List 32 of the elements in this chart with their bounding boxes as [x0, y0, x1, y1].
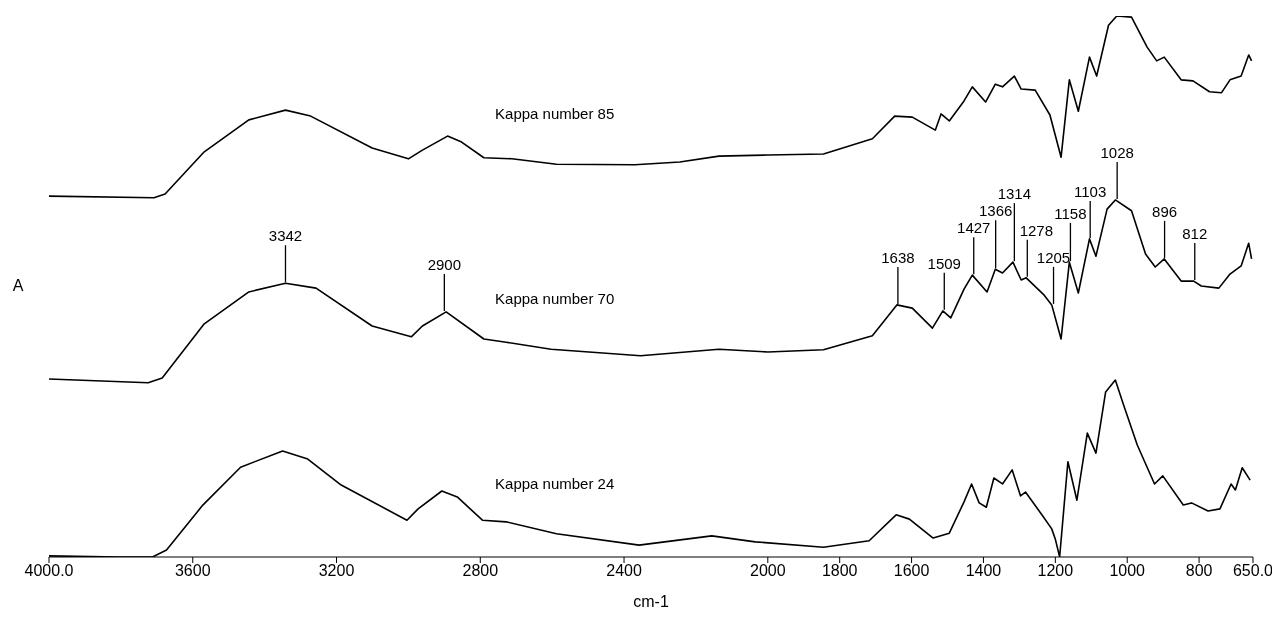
x-tick-label: 4000.0 [24, 562, 74, 580]
annotation: 1158 [1054, 204, 1087, 222]
annotation: 1427 [957, 219, 991, 237]
x-tick-label: 2000 [750, 562, 786, 580]
x-tick-label: 1600 [893, 562, 930, 580]
annotation: 2900 [427, 255, 462, 273]
x-tick-label: 650.0 [1232, 562, 1274, 580]
annotation: 1278 [1019, 221, 1054, 239]
x-tick-label: 2400 [606, 562, 642, 580]
x-tick-label: 1200 [1037, 562, 1074, 580]
annotation: 1366 [978, 202, 1013, 220]
annotation: 3342 [268, 227, 303, 245]
annotation: 812 [1182, 225, 1208, 243]
x-tick-label: 1400 [965, 562, 1002, 580]
y-axis-title: A [12, 276, 24, 294]
text: Kappa number 85 [495, 105, 615, 123]
annotation: 1509 [927, 254, 961, 272]
series-label: Kappa number 24 [495, 474, 615, 492]
x-axis-title: cm-1 [633, 593, 669, 610]
annotation: 896 [1152, 202, 1178, 220]
annotation: 1314 [997, 185, 1032, 203]
annotation: 1205 [1036, 248, 1071, 266]
text: Kappa number 70 [495, 290, 615, 308]
x-tick-label: 1000 [1109, 562, 1146, 580]
annotation: 1103 [1074, 182, 1107, 200]
x-tick-label: 3600 [174, 562, 211, 580]
x-tick-label: 1800 [821, 562, 858, 580]
annotation: 1028 [1100, 143, 1134, 161]
x-tick-label: 3200 [318, 562, 355, 580]
annotation: 1638 [881, 248, 915, 266]
x-tick-label: 800 [1185, 562, 1213, 580]
x-tick-label: 2800 [462, 562, 499, 580]
